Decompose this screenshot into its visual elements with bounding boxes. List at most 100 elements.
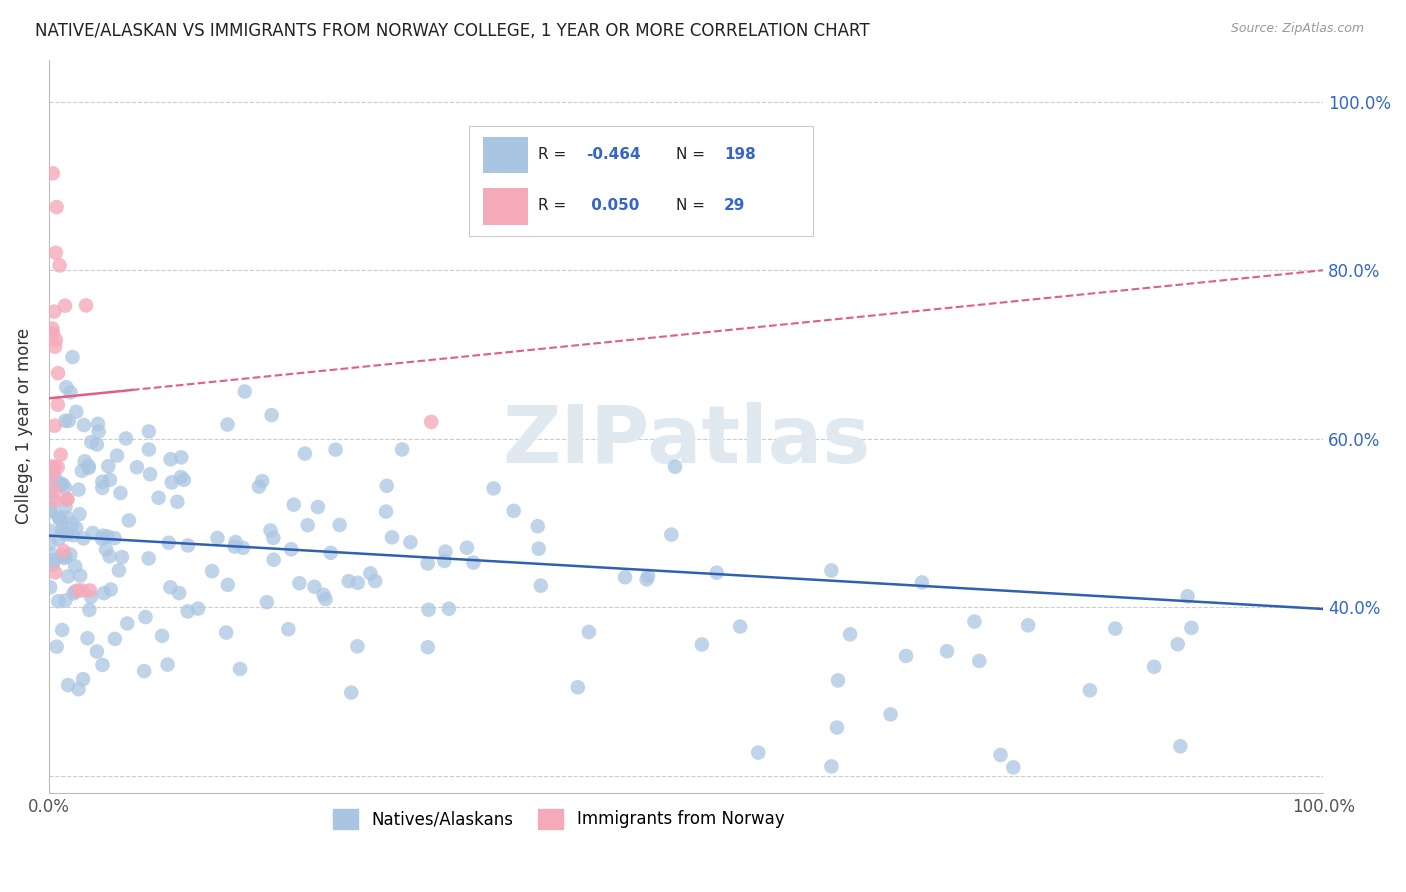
Point	[73, 418, 96, 433]
Point	[55, 549, 77, 564]
Point	[66, 583, 89, 598]
Point	[44, 468, 66, 483]
Point	[233, 384, 256, 399]
Point	[160, 475, 183, 490]
Point	[166, 495, 188, 509]
Point	[346, 640, 368, 654]
Point	[636, 573, 658, 587]
Point	[433, 554, 456, 568]
Point	[91, 481, 114, 495]
Point	[51, 623, 73, 637]
Point	[125, 460, 148, 475]
Point	[173, 473, 195, 487]
Point	[1002, 760, 1025, 774]
Point	[894, 648, 917, 663]
Point	[97, 529, 120, 543]
Point	[56, 510, 79, 524]
Point	[1143, 659, 1166, 673]
Point	[100, 582, 122, 597]
Point	[63, 559, 86, 574]
Point	[105, 449, 128, 463]
Point	[260, 408, 283, 422]
Point	[157, 535, 180, 549]
Point	[49, 448, 72, 462]
Point	[319, 546, 342, 560]
Point	[46, 594, 69, 608]
Point	[232, 541, 254, 555]
Point	[990, 747, 1012, 762]
Point	[117, 616, 139, 631]
Point	[52, 544, 75, 558]
Point	[53, 526, 76, 541]
Point	[69, 568, 91, 582]
Point	[1167, 637, 1189, 651]
Point	[51, 524, 73, 538]
Point	[41, 459, 63, 474]
Point	[48, 478, 70, 492]
Point	[967, 654, 990, 668]
Point	[747, 746, 769, 760]
Point	[55, 500, 77, 514]
Point	[138, 442, 160, 457]
Point	[134, 610, 156, 624]
Text: Source: ZipAtlas.com: Source: ZipAtlas.com	[1230, 22, 1364, 36]
Point	[70, 464, 93, 478]
Point	[44, 566, 66, 580]
Point	[364, 574, 387, 588]
Point	[98, 549, 121, 564]
Point	[48, 259, 70, 273]
Point	[277, 622, 299, 636]
Point	[315, 592, 337, 607]
Point	[307, 500, 329, 514]
Point	[56, 492, 79, 507]
Point	[1180, 621, 1202, 635]
Point	[67, 483, 90, 497]
Point	[225, 535, 247, 549]
Point	[1170, 739, 1192, 754]
Point	[280, 542, 302, 557]
Point	[263, 552, 285, 566]
Point	[1017, 618, 1039, 632]
Point	[44, 460, 66, 475]
Point	[98, 473, 121, 487]
Point	[911, 575, 934, 590]
Point	[80, 435, 103, 450]
Point	[614, 570, 637, 584]
Point	[312, 588, 335, 602]
Point	[44, 340, 66, 354]
Point	[67, 682, 90, 697]
Point	[77, 458, 100, 473]
Point	[820, 564, 842, 578]
Point	[659, 527, 682, 541]
Point	[391, 442, 413, 457]
Point	[62, 586, 84, 600]
Point	[56, 569, 79, 583]
Point	[167, 586, 190, 600]
Point	[45, 333, 67, 347]
Point	[340, 685, 363, 699]
Point	[111, 550, 134, 565]
Point	[463, 556, 485, 570]
Point	[217, 578, 239, 592]
Point	[375, 479, 398, 493]
Point	[664, 459, 686, 474]
Point	[86, 437, 108, 451]
Point	[381, 530, 404, 544]
Point	[48, 509, 70, 524]
Point	[79, 603, 101, 617]
Point	[93, 586, 115, 600]
Point	[103, 531, 125, 545]
Point	[38, 504, 60, 518]
Point	[80, 590, 103, 604]
Point	[159, 452, 181, 467]
Point	[170, 470, 193, 484]
Point	[41, 470, 63, 484]
Point	[177, 538, 200, 552]
Point	[56, 492, 79, 507]
Point	[60, 516, 83, 531]
Point	[39, 503, 62, 517]
Point	[51, 522, 73, 536]
Point	[42, 558, 65, 572]
Point	[820, 759, 842, 773]
Point	[567, 680, 589, 694]
